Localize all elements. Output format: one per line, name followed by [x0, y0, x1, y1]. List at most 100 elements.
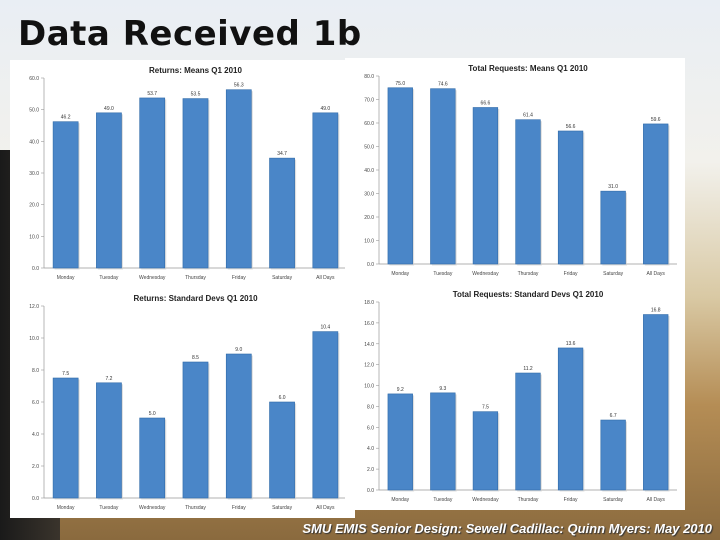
- x-tick-label: Friday: [564, 497, 578, 503]
- bar-value-label: 6.7: [610, 413, 617, 419]
- bar: [557, 347, 584, 491]
- y-tick-label: 10.0: [29, 234, 39, 240]
- bar-value-label: 9.2: [397, 387, 404, 393]
- chart-title: Returns: Standard Devs Q1 2010: [133, 294, 258, 303]
- slide-footer: SMU EMIS Senior Design: Sewell Cadillac:…: [302, 521, 712, 536]
- chart-total-requests-std: Total Requests: Standard Devs Q1 2010 0.0…: [345, 284, 685, 510]
- chart-returns-std-svg: Returns: Standard Devs Q1 2010 0.0 2.0 4.0 6…: [29, 294, 347, 511]
- bar: [387, 87, 413, 265]
- chart-total-requests-std-svg: Total Requests: Standard Devs Q1 2010 0.0…: [364, 290, 677, 503]
- x-tick-label: Wednesday: [472, 497, 499, 503]
- chart-title: Total Requests: Means Q1 2010: [468, 64, 588, 73]
- bar-value-label: 56.6: [566, 124, 576, 130]
- chart-total-requests-means-svg: Total Requests: Means Q1 2010 0.0 10.0 20.0…: [364, 64, 677, 277]
- y-tick-label: 0.0: [367, 488, 374, 494]
- y-tick-label: 8.0: [32, 368, 39, 374]
- bar-value-label: 10.4: [320, 325, 330, 331]
- bar: [430, 88, 456, 265]
- bar-value-label: 56.3: [234, 83, 244, 89]
- chart-total-requests-means: Total Requests: Means Q1 2010 0.0 10.0 20.0…: [345, 58, 685, 284]
- x-tick-label: Saturday: [603, 497, 624, 503]
- bar: [515, 372, 541, 491]
- y-tick-label: 70.0: [364, 98, 374, 104]
- bar: [312, 331, 339, 499]
- y-tick-label: 0.0: [367, 262, 374, 268]
- bar-value-label: 74.6: [438, 82, 448, 88]
- chart-returns-std: Returns: Standard Devs Q1 2010 0.0 2.0 4.0 6…: [10, 288, 355, 518]
- chart-title: Returns: Means Q1 2010: [149, 66, 242, 75]
- bar-value-label: 6.0: [279, 395, 286, 401]
- bar-value-label: 59.6: [651, 117, 661, 123]
- y-tick-label: 6.0: [367, 425, 374, 431]
- y-tick-label: 12.0: [364, 363, 374, 369]
- bar: [600, 419, 626, 491]
- y-tick-label: 12.0: [29, 304, 39, 310]
- bar: [269, 157, 295, 269]
- bar: [515, 119, 541, 265]
- y-tick-label: 0.0: [32, 266, 39, 272]
- y-tick-label: 18.0: [364, 300, 374, 306]
- x-tick-label: Friday: [564, 271, 578, 277]
- y-tick-label: 6.0: [32, 400, 39, 406]
- x-tick-label: Thursday: [518, 497, 539, 503]
- y-tick-label: 30.0: [29, 171, 39, 177]
- bar-value-label: 16.8: [651, 308, 661, 314]
- y-tick-label: 30.0: [364, 192, 374, 198]
- bar-value-label: 8.5: [192, 355, 199, 361]
- y-tick-label: 20.0: [364, 215, 374, 221]
- y-tick-label: 20.0: [29, 203, 39, 209]
- slide-title: Data Received 1b: [18, 14, 362, 54]
- bar-value-label: 53.5: [191, 92, 201, 98]
- bar-value-label: 9.3: [439, 386, 446, 392]
- y-tick-label: 16.0: [364, 321, 374, 327]
- x-tick-label: Saturday: [272, 505, 293, 511]
- x-tick-label: Thursday: [185, 505, 206, 511]
- y-tick-label: 50.0: [364, 145, 374, 151]
- bar-value-label: 13.6: [566, 341, 576, 347]
- bar: [225, 89, 252, 269]
- bar-value-label: 46.2: [61, 115, 71, 121]
- bar-value-label: 7.2: [105, 376, 112, 382]
- bar-value-label: 7.5: [482, 405, 489, 411]
- bar: [96, 382, 122, 499]
- y-tick-label: 2.0: [367, 467, 374, 473]
- bar-value-label: 75.0: [395, 81, 405, 87]
- bar: [139, 97, 166, 269]
- x-tick-label: Tuesday: [99, 505, 118, 511]
- x-tick-label: Wednesday: [472, 271, 499, 277]
- y-tick-label: 10.0: [364, 384, 374, 390]
- bar: [387, 393, 413, 491]
- y-tick-label: 8.0: [367, 404, 374, 410]
- bar: [52, 121, 79, 269]
- chart-returns-means: Returns: Means Q1 2010 0.0 10.0 20.0 30.0 40.…: [10, 60, 355, 288]
- x-tick-label: Wednesday: [139, 275, 166, 281]
- bar-value-label: 9.0: [235, 347, 242, 353]
- y-tick-label: 40.0: [364, 168, 374, 174]
- x-tick-label: Saturday: [272, 275, 293, 281]
- bar: [52, 377, 79, 499]
- y-tick-label: 40.0: [29, 139, 39, 145]
- x-tick-label: Friday: [232, 505, 246, 511]
- x-tick-label: All Days: [316, 275, 335, 281]
- bar-value-label: 53.7: [147, 91, 157, 97]
- bar: [182, 361, 209, 499]
- x-tick-label: Wednesday: [139, 505, 166, 511]
- bar-value-label: 61.4: [523, 113, 533, 119]
- bar: [472, 411, 499, 491]
- bar-value-label: 34.7: [277, 151, 287, 157]
- bar-value-label: 11.2: [523, 366, 533, 372]
- y-tick-label: 0.0: [32, 496, 39, 502]
- x-tick-label: Monday: [57, 275, 75, 281]
- bar: [557, 130, 584, 265]
- chart-title: Total Requests: Standard Devs Q1 2010: [453, 290, 604, 299]
- x-tick-label: Tuesday: [433, 497, 452, 503]
- y-tick-label: 50.0: [29, 108, 39, 114]
- y-tick-label: 10.0: [364, 239, 374, 245]
- bar-value-label: 31.0: [608, 184, 618, 190]
- x-tick-label: Thursday: [185, 275, 206, 281]
- y-tick-label: 60.0: [364, 121, 374, 127]
- bar: [430, 392, 456, 491]
- bar: [96, 112, 122, 269]
- x-tick-label: Monday: [391, 497, 409, 503]
- bar-value-label: 49.0: [104, 106, 114, 112]
